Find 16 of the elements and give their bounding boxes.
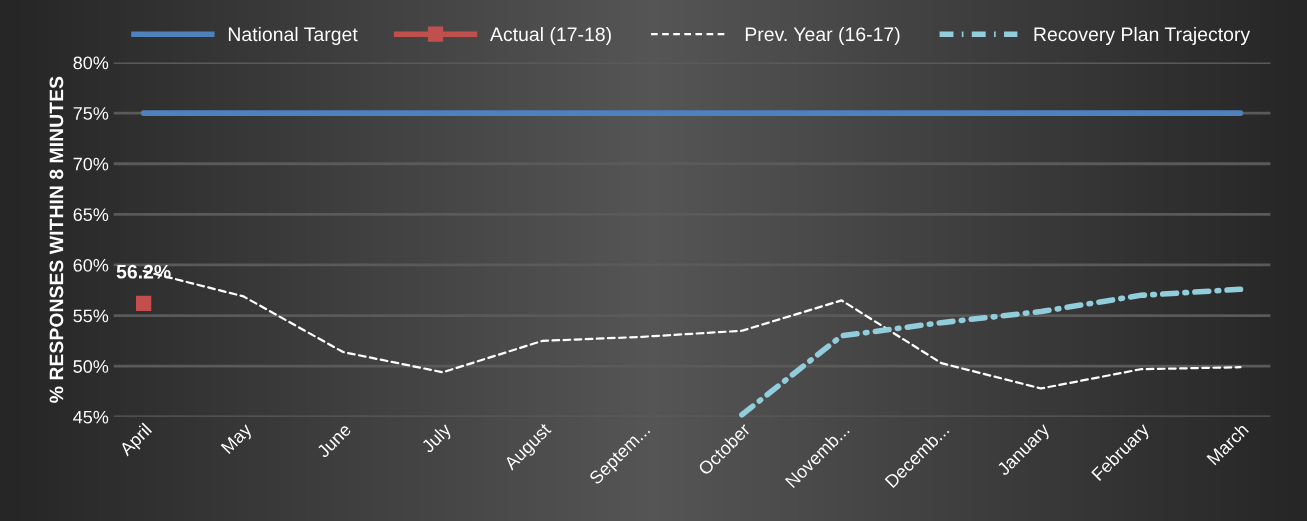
y-tick-label: 55%	[73, 309, 109, 323]
y-axis-title: % RESPONSES WITHIN 8 MINUTES	[49, 76, 64, 403]
legend-label: Prev. Year (16-17)	[745, 26, 900, 46]
y-tick-label: 60%	[73, 258, 109, 272]
legend-label: Actual (17-18)	[490, 26, 611, 46]
legend-label: National Target	[228, 26, 358, 46]
x-tick-label: July	[420, 421, 455, 457]
y-tick-label: 80%	[73, 56, 109, 70]
y-tick-label: 50%	[73, 360, 109, 373]
y-tick-label: 65%	[73, 208, 109, 222]
y-tick-label: 70%	[73, 157, 109, 171]
y-tick-label: 75%	[73, 107, 109, 120]
legend-label: Recovery Plan Trajectory	[1034, 26, 1251, 46]
x-tick-label: May	[220, 422, 256, 457]
data-label: 56.2%	[116, 264, 171, 279]
y-tick-label: 45%	[73, 410, 109, 424]
